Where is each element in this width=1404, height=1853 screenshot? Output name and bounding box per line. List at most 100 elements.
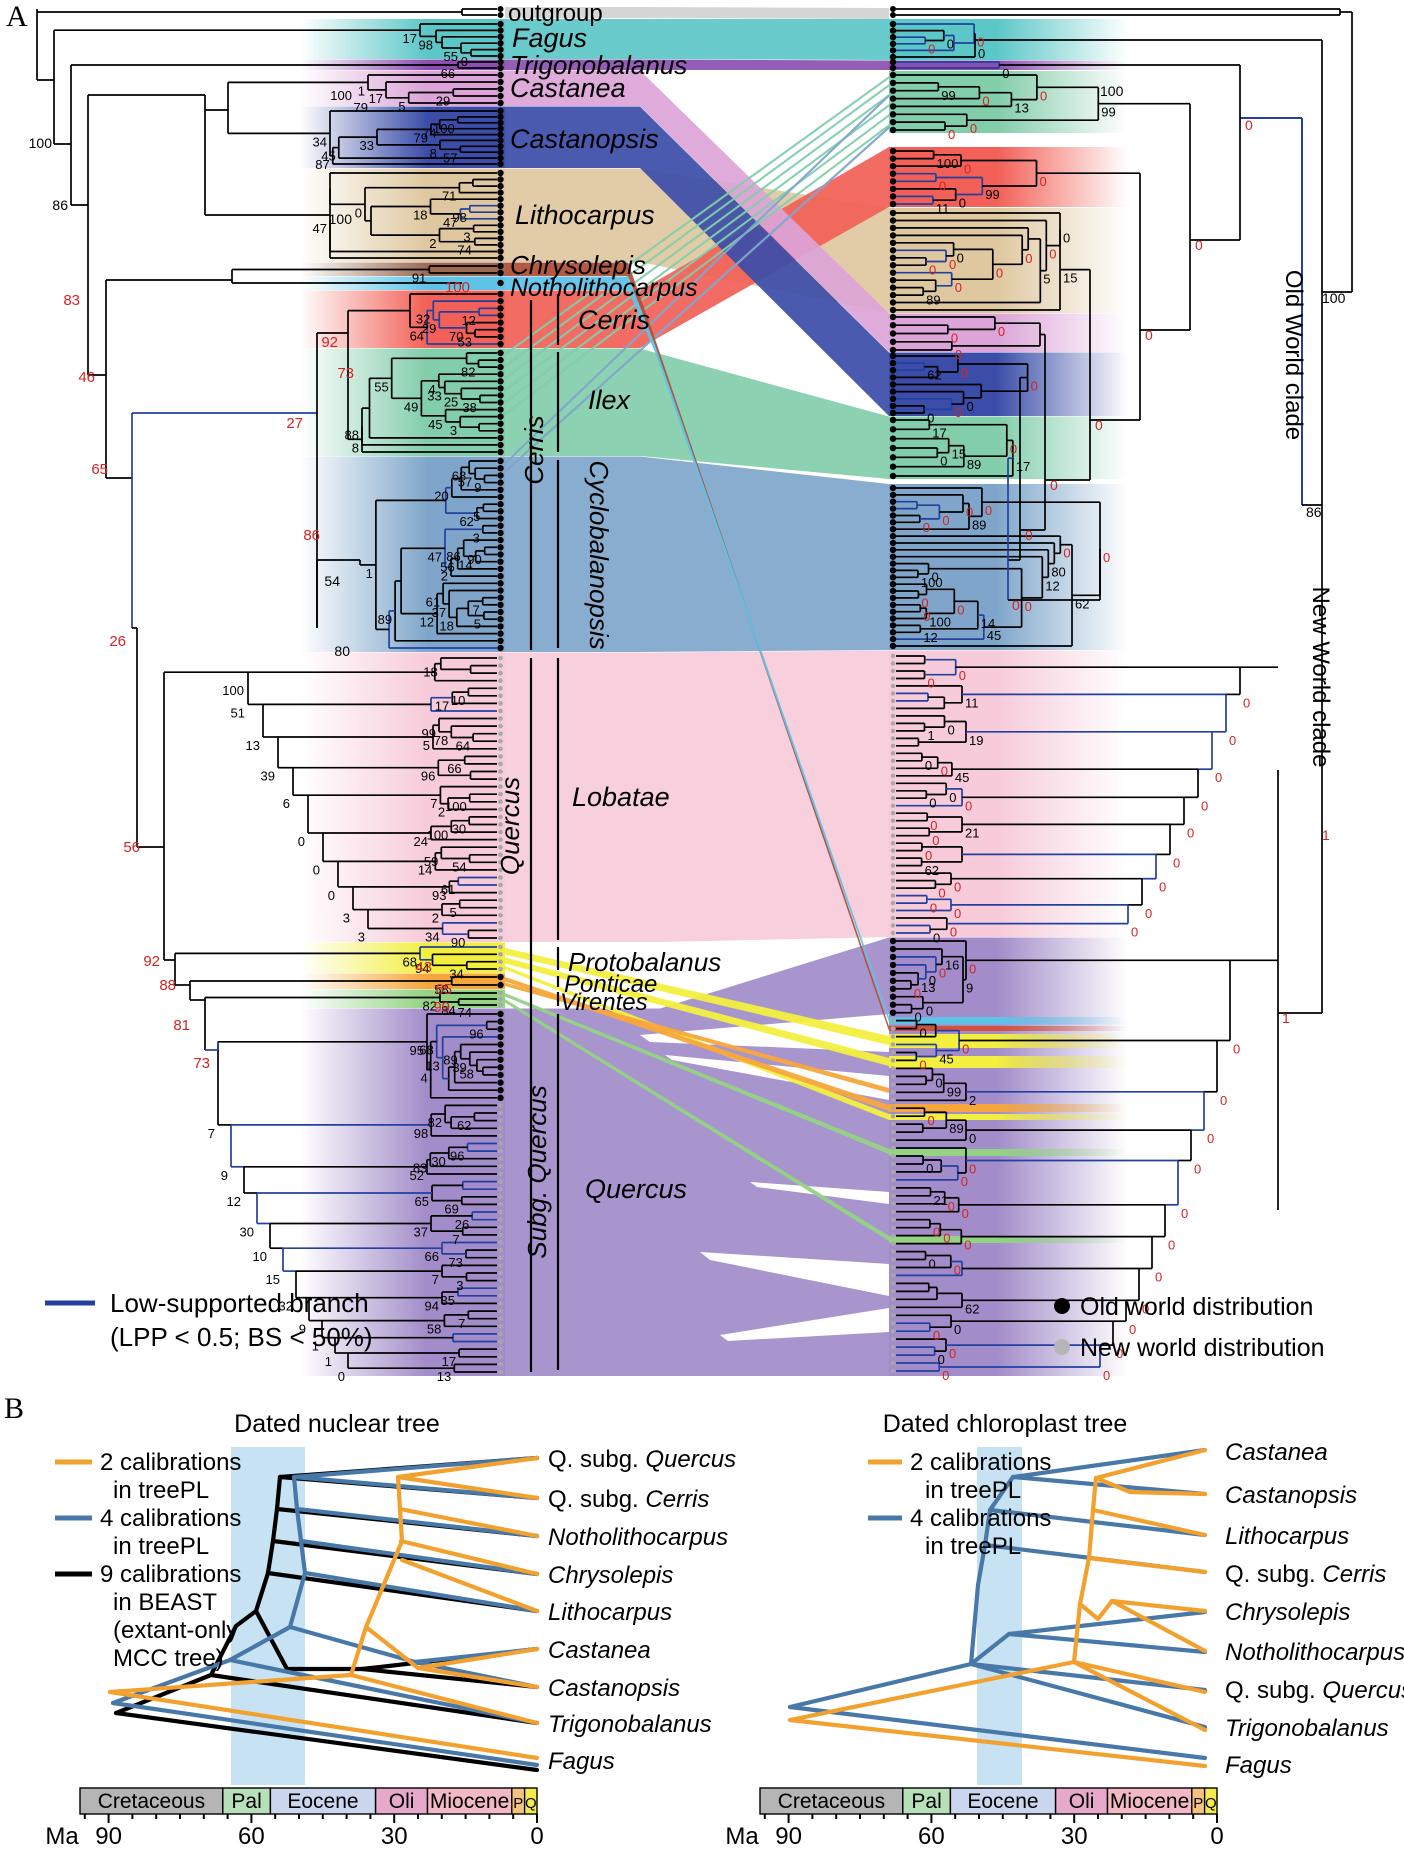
svg-text:2 calibrations: 2 calibrations (910, 1449, 1051, 1476)
svg-text:62: 62 (459, 514, 473, 529)
svg-text:37: 37 (432, 605, 446, 620)
svg-text:Castanopsis: Castanopsis (1225, 1482, 1357, 1509)
svg-text:Castanea: Castanea (548, 1637, 651, 1664)
svg-text:0: 0 (925, 758, 932, 773)
svg-text:83: 83 (413, 1161, 427, 1176)
svg-text:46: 46 (78, 369, 95, 386)
svg-text:0: 0 (957, 602, 964, 617)
svg-text:0: 0 (925, 848, 932, 863)
svg-text:0: 0 (1050, 477, 1058, 493)
svg-text:30: 30 (1061, 1823, 1088, 1848)
svg-text:19: 19 (969, 733, 983, 748)
svg-text:3: 3 (358, 930, 365, 945)
svg-text:0: 0 (970, 121, 977, 136)
svg-text:Lobatae: Lobatae (572, 782, 670, 812)
svg-text:96: 96 (469, 1026, 483, 1041)
svg-text:29: 29 (436, 94, 450, 109)
svg-text:0: 0 (978, 46, 985, 61)
svg-text:0: 0 (1031, 379, 1038, 394)
svg-text:0: 0 (930, 900, 937, 915)
svg-text:0: 0 (1131, 925, 1138, 940)
svg-text:0: 0 (1207, 1131, 1214, 1146)
svg-text:88: 88 (345, 428, 359, 443)
svg-text:2: 2 (438, 805, 445, 820)
svg-text:B: B (4, 1392, 24, 1425)
svg-text:96: 96 (421, 769, 435, 784)
svg-text:73: 73 (337, 365, 354, 382)
svg-text:61: 61 (426, 595, 440, 610)
svg-text:30: 30 (381, 1823, 408, 1848)
svg-text:0: 0 (923, 520, 930, 535)
svg-text:25: 25 (444, 395, 458, 410)
svg-text:Cretaceous: Cretaceous (98, 1790, 205, 1813)
svg-text:9: 9 (299, 1322, 306, 1337)
svg-text:Miocene: Miocene (430, 1790, 509, 1813)
svg-text:0: 0 (951, 330, 958, 345)
svg-text:in treePL: in treePL (925, 1533, 1021, 1560)
svg-text:Subg. Quercus: Subg. Quercus (522, 1085, 552, 1258)
svg-text:99: 99 (941, 88, 955, 103)
svg-text:24: 24 (414, 834, 428, 849)
svg-text:33: 33 (427, 388, 441, 403)
svg-text:0: 0 (947, 37, 954, 52)
svg-text:33: 33 (359, 138, 373, 153)
svg-text:0: 0 (977, 34, 984, 49)
svg-text:58: 58 (434, 982, 448, 997)
svg-text:100: 100 (427, 827, 449, 842)
svg-text:83: 83 (63, 292, 80, 309)
svg-text:7: 7 (472, 602, 479, 617)
svg-text:0: 0 (996, 265, 1003, 280)
svg-text:35: 35 (441, 1293, 455, 1308)
svg-text:100: 100 (29, 135, 53, 151)
svg-text:7: 7 (432, 1272, 439, 1287)
svg-text:1: 1 (325, 1354, 332, 1369)
svg-text:74: 74 (422, 125, 436, 140)
svg-text:Dated chloroplast tree: Dated chloroplast tree (883, 1410, 1128, 1438)
svg-text:Ma: Ma (45, 1823, 79, 1848)
svg-text:0: 0 (1095, 417, 1103, 433)
svg-text:8: 8 (352, 440, 359, 455)
svg-text:0: 0 (1103, 550, 1110, 565)
svg-text:26: 26 (455, 1217, 469, 1232)
svg-text:66: 66 (441, 66, 455, 81)
svg-text:91: 91 (412, 271, 426, 286)
svg-text:13: 13 (246, 738, 260, 753)
svg-text:32: 32 (416, 312, 430, 327)
svg-text:Old world distribution: Old world distribution (1080, 1293, 1313, 1321)
svg-text:55: 55 (444, 49, 458, 64)
svg-text:5: 5 (450, 905, 457, 920)
svg-text:0: 0 (942, 1368, 949, 1383)
svg-text:34: 34 (313, 134, 327, 149)
svg-text:Low-supported branch: Low-supported branch (110, 1288, 369, 1318)
svg-text:51: 51 (231, 705, 245, 720)
svg-text:0: 0 (965, 798, 972, 813)
svg-text:64: 64 (410, 328, 424, 343)
svg-text:0: 0 (1243, 695, 1250, 710)
svg-text:89: 89 (949, 1121, 963, 1136)
svg-text:in treePL: in treePL (113, 1477, 209, 1504)
svg-text:New world distribution: New world distribution (1080, 1334, 1325, 1362)
svg-text:P: P (513, 1795, 523, 1812)
svg-text:78: 78 (434, 733, 448, 748)
svg-text:1: 1 (1282, 1010, 1290, 1026)
svg-text:79: 79 (354, 100, 368, 115)
svg-text:60: 60 (238, 1823, 265, 1848)
svg-text:17: 17 (403, 31, 417, 46)
svg-text:Lithocarpus: Lithocarpus (548, 1599, 672, 1626)
svg-text:54: 54 (324, 573, 340, 589)
svg-text:89: 89 (443, 1053, 457, 1068)
svg-text:Castanea: Castanea (510, 73, 626, 103)
svg-text:89: 89 (378, 612, 392, 627)
svg-text:0: 0 (964, 161, 971, 176)
svg-text:0: 0 (1025, 251, 1032, 266)
svg-text:0: 0 (966, 504, 973, 519)
svg-text:2: 2 (441, 568, 448, 583)
svg-text:0: 0 (962, 1042, 969, 1057)
svg-text:9: 9 (966, 981, 973, 996)
svg-text:0: 0 (1168, 1238, 1175, 1253)
svg-text:17: 17 (442, 1354, 456, 1369)
svg-text:4 calibrations: 4 calibrations (100, 1505, 241, 1532)
svg-text:18: 18 (423, 665, 437, 680)
svg-text:58: 58 (459, 1066, 473, 1081)
svg-text:10: 10 (253, 1249, 267, 1264)
